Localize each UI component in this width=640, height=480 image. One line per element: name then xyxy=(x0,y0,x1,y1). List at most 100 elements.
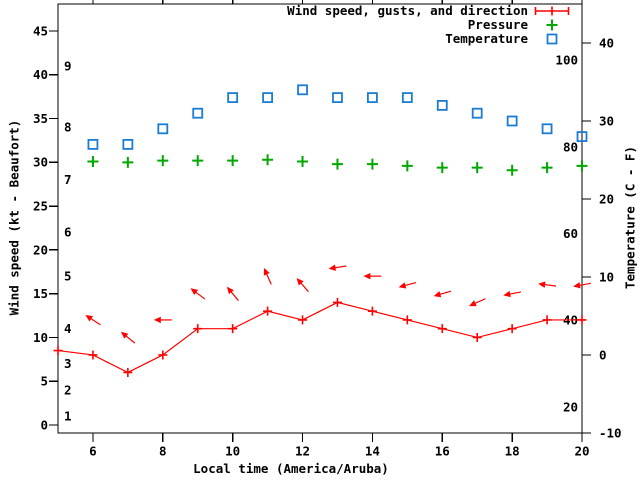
wind-speed-point xyxy=(507,324,517,334)
time-axis-tick-label: 12 xyxy=(295,443,310,458)
legend-item-pressure: Pressure xyxy=(287,18,574,32)
temperature-point xyxy=(262,92,274,103)
pressure-point xyxy=(157,155,169,167)
legend-label-wind: Wind speed, gusts, and direction xyxy=(287,3,528,18)
wind-direction-arrow-head xyxy=(263,267,270,276)
legend-item-wind: Wind speed, gusts, and direction xyxy=(287,4,574,18)
x-axis-title: Local time (America/Aruba) xyxy=(193,461,389,476)
wind-speed-point xyxy=(158,350,168,360)
wind-speed-point xyxy=(53,346,63,356)
pressure-point xyxy=(576,160,588,172)
wind-speed-line xyxy=(57,301,582,374)
pressure-point xyxy=(192,155,204,167)
temp-axis-tick-label: 0 xyxy=(599,347,607,362)
legend-sample-pressure-plus xyxy=(546,19,558,31)
temperature-point xyxy=(332,92,343,103)
time-axis-tick-label: 16 xyxy=(435,443,450,458)
temperature-point xyxy=(122,138,134,150)
pressure-point xyxy=(366,158,378,170)
wind-axis-tick-label: 30 xyxy=(33,155,48,170)
temperature-point xyxy=(401,92,413,103)
wind-speed-point xyxy=(298,315,308,325)
legend-sample-temperature-square xyxy=(546,33,558,45)
beaufort-scale-label: 1 xyxy=(64,409,72,424)
beaufort-scale-label: 3 xyxy=(64,356,72,371)
wind-direction-arrow-head xyxy=(398,282,407,289)
fahrenheit-scale-label: 80 xyxy=(563,139,578,154)
beaufort-scale-label: 6 xyxy=(64,225,72,240)
temperature-point xyxy=(471,107,483,119)
time-axis-tick-label: 8 xyxy=(159,443,167,458)
legend-sample-wind-errorbar xyxy=(534,6,570,16)
pressure-point xyxy=(297,155,309,167)
y-axis-title-temperature: Temperature (C - F) xyxy=(622,146,638,289)
wind-speed-point xyxy=(367,306,377,316)
wind-axis-tick-label: 0 xyxy=(40,417,48,432)
pressure-point xyxy=(331,158,343,170)
time-axis-tick-label: 20 xyxy=(574,443,589,458)
legend-item-temperature: Temperature xyxy=(287,32,574,46)
wind-direction-arrow-head xyxy=(296,278,304,286)
wind-direction-arrow-head xyxy=(120,331,129,339)
wind-axis-tick-label: 25 xyxy=(33,198,48,213)
temp-axis-tick-label: -10 xyxy=(599,425,622,440)
wind-axis-tick-label: 20 xyxy=(33,242,48,257)
wind-speed-point xyxy=(542,315,552,325)
beaufort-scale-label: 5 xyxy=(64,269,72,284)
pressure-point xyxy=(122,156,134,168)
wind-axis-tick-label: 10 xyxy=(33,330,48,345)
wind-direction-arrow-head xyxy=(468,300,477,307)
temp-axis-tick-label: 20 xyxy=(599,191,614,206)
wind-axis-tick-label: 5 xyxy=(40,374,48,389)
wind-speed-point xyxy=(472,332,482,342)
legend-label-pressure: Pressure xyxy=(467,17,528,32)
beaufort-scale-label: 2 xyxy=(64,382,72,397)
pressure-point xyxy=(227,155,239,167)
time-axis-tick-label: 14 xyxy=(365,443,380,458)
pressure-point xyxy=(87,155,99,167)
wind-direction-arrow-head xyxy=(538,281,546,288)
legend-label-temperature: Temperature xyxy=(445,31,528,46)
temperature-point xyxy=(227,92,239,103)
wind-direction-arrow-head xyxy=(328,264,336,271)
temperature-point xyxy=(192,107,204,119)
time-axis-tick-label: 18 xyxy=(505,443,520,458)
temperature-point xyxy=(157,123,169,135)
beaufort-scale-label: 7 xyxy=(64,172,72,187)
wind-direction-arrow-head xyxy=(433,291,442,298)
temperature-point xyxy=(297,84,308,96)
wind-axis-tick-label: 40 xyxy=(33,67,48,82)
wind-direction-arrow-head xyxy=(503,290,511,298)
temp-axis-tick-label: 30 xyxy=(599,113,614,128)
wind-axis-tick-label: 35 xyxy=(33,111,48,126)
pressure-point xyxy=(436,162,448,174)
pressure-point xyxy=(506,164,518,176)
wind-speed-point xyxy=(123,367,133,377)
beaufort-scale-label: 9 xyxy=(64,58,72,73)
wind-direction-arrow-head xyxy=(153,316,161,324)
beaufort-scale-label: 8 xyxy=(64,120,72,135)
wind-direction-arrow-head xyxy=(573,282,581,289)
wind-speed-point xyxy=(332,297,342,307)
wind-speed-point xyxy=(228,324,238,334)
temp-axis-tick-label: 40 xyxy=(599,35,614,50)
temperature-point xyxy=(366,92,378,103)
pressure-point xyxy=(471,162,483,174)
wind-axis-tick-label: 15 xyxy=(33,286,48,301)
wind-direction-arrow-head xyxy=(226,286,234,295)
pressure-point xyxy=(541,162,553,174)
temperature-point xyxy=(436,100,448,111)
wind-speed-point xyxy=(263,306,273,316)
wind-speed-point xyxy=(437,324,447,334)
temperature-point xyxy=(541,123,553,135)
fahrenheit-scale-label: 20 xyxy=(563,399,578,414)
wind-speed-point xyxy=(193,324,203,334)
temperature-point xyxy=(506,115,518,127)
fahrenheit-scale-label: 100 xyxy=(555,53,578,68)
wind-axis-tick-label: 45 xyxy=(33,23,48,38)
wind-speed-point xyxy=(402,315,412,325)
wind-direction-arrow-head xyxy=(85,315,93,322)
legend: Wind speed, gusts, and direction Pressur… xyxy=(287,4,574,46)
wind-speed-point xyxy=(88,350,98,360)
